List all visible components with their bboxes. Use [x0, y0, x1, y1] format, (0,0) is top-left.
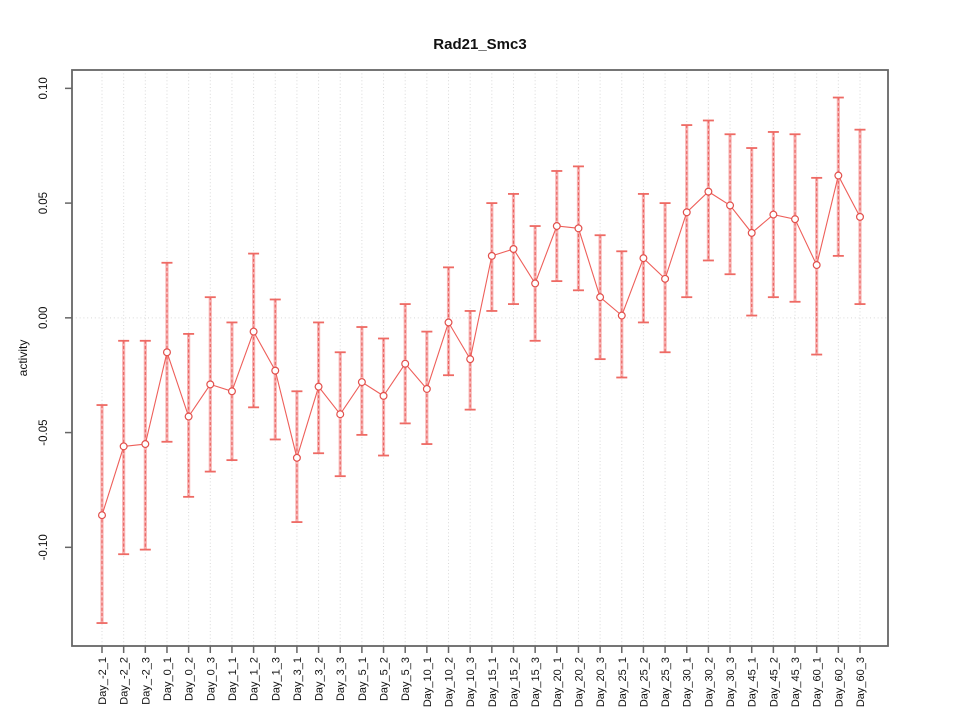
data-point-marker — [704, 187, 713, 196]
data-point-marker — [227, 387, 236, 396]
x-tick-label: Day_25_1 — [617, 657, 629, 707]
data-point-marker — [466, 355, 475, 364]
data-point-marker — [596, 293, 605, 302]
x-tick-label: Day_45_2 — [768, 657, 780, 707]
y-tick-label: 0.05 — [38, 192, 50, 214]
data-point-marker — [249, 327, 258, 336]
x-tick-label: Day_60_1 — [812, 657, 824, 707]
data-point-marker — [357, 378, 366, 387]
x-tick-label: Day_5_3 — [400, 657, 412, 701]
x-tick-label: Day_60_3 — [855, 657, 867, 707]
x-tick-label: Day_1_2 — [249, 657, 261, 701]
data-point-marker — [769, 210, 778, 219]
data-point-marker — [401, 359, 410, 368]
data-point-marker — [682, 208, 691, 217]
x-tick-label: Day_-2_3 — [140, 657, 152, 705]
data-point-marker — [336, 410, 345, 419]
x-tick-label: Day_25_2 — [638, 657, 650, 707]
x-tick-label: Day_3_2 — [314, 657, 326, 701]
data-point-marker — [97, 511, 106, 520]
x-tick-label: Day_15_1 — [487, 657, 499, 707]
y-tick-label: 0.10 — [38, 77, 50, 99]
data-point-marker — [661, 274, 670, 283]
y-tick-label: -0.10 — [38, 534, 50, 560]
x-tick-label: Day_5_1 — [357, 657, 369, 701]
data-point-marker — [791, 215, 800, 224]
x-tick-label: Day_30_3 — [725, 657, 737, 707]
y-tick-label: -0.05 — [38, 419, 50, 445]
x-tick-label: Day_0_3 — [205, 657, 217, 701]
series-line — [101, 174, 861, 516]
data-point-marker — [271, 366, 280, 375]
data-point-marker — [184, 412, 193, 421]
data-point-marker — [747, 228, 756, 237]
data-point-marker — [314, 382, 323, 391]
x-tick-label: Day_-2_1 — [97, 657, 109, 705]
x-tick-label: Day_10_3 — [465, 657, 477, 707]
x-tick-label: Day_0_2 — [184, 657, 196, 701]
data-point-marker — [379, 391, 388, 400]
x-tick-label: Day_30_2 — [703, 657, 715, 707]
data-point-marker — [141, 440, 150, 449]
x-tick-label: Day_25_3 — [660, 657, 672, 707]
data-point-marker — [617, 311, 626, 320]
x-tick-label: Day_20_3 — [595, 657, 607, 707]
x-tick-label: Day_20_2 — [573, 657, 585, 707]
data-point-marker — [206, 380, 215, 389]
x-tick-label: Day_45_3 — [790, 657, 802, 707]
data-point-marker — [855, 212, 864, 221]
data-point-marker — [422, 384, 431, 393]
data-point-marker — [162, 348, 171, 357]
x-tick-label: Day_0_1 — [162, 657, 174, 701]
x-tick-label: Day_45_1 — [747, 657, 759, 707]
x-tick-label: Day_20_1 — [552, 657, 564, 707]
x-tick-label: Day_3_3 — [335, 657, 347, 701]
x-tick-label: Day_15_3 — [530, 657, 542, 707]
x-tick-label: Day_3_1 — [292, 657, 304, 701]
data-point-marker — [726, 201, 735, 210]
x-tick-label: Day_5_2 — [379, 657, 391, 701]
data-point-marker — [531, 279, 540, 288]
y-axis-label: activity — [16, 340, 30, 377]
x-tick-label: Day_30_1 — [682, 657, 694, 707]
data-point-marker — [119, 442, 128, 451]
y-tick-label: 0.00 — [38, 307, 50, 329]
data-point-marker — [487, 251, 496, 260]
x-tick-label: Day_10_2 — [444, 657, 456, 707]
chart-title: Rad21_Smc3 — [433, 36, 526, 53]
x-tick-label: Day_15_2 — [508, 657, 520, 707]
x-tick-label: Day_-2_2 — [119, 657, 131, 705]
data-point-marker — [509, 244, 518, 253]
data-point-marker — [574, 224, 583, 233]
data-point-marker — [639, 254, 648, 263]
plot-border — [71, 69, 889, 647]
data-point-marker — [812, 261, 821, 270]
x-tick-label: Day_60_2 — [833, 657, 845, 707]
x-tick-label: Day_10_1 — [422, 657, 434, 707]
x-tick-label: Day_1_1 — [227, 657, 239, 701]
data-point-marker — [292, 453, 301, 462]
data-point-marker — [834, 171, 843, 180]
data-point-marker — [444, 318, 453, 327]
data-point-marker — [552, 222, 561, 231]
x-tick-label: Day_1_3 — [270, 657, 282, 701]
